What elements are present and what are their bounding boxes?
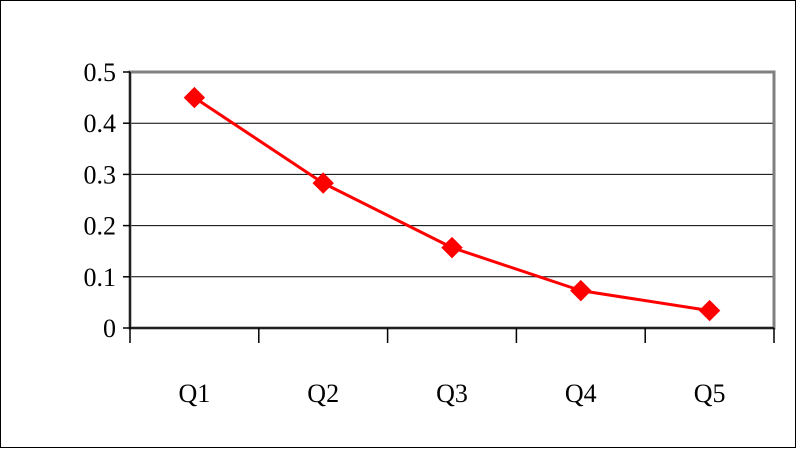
data-point: [312, 172, 334, 194]
data-point: [698, 299, 721, 322]
x-tick-label: Q4: [565, 379, 597, 408]
x-tick-label: Q2: [307, 379, 339, 408]
y-tick-label: 0.5: [84, 58, 117, 87]
plot-area: [128, 70, 776, 330]
y-tick-label: 0.2: [84, 212, 117, 241]
y-tick-label: 0.1: [84, 263, 117, 292]
data-point: [441, 236, 463, 259]
x-tick-label: Q1: [179, 379, 211, 408]
y-tick-label: 0: [103, 314, 116, 343]
data-point: [183, 86, 206, 109]
y-tick-label: 0.3: [84, 160, 117, 189]
x-tick-label: Q3: [436, 379, 468, 408]
x-tick-label: Q5: [694, 379, 726, 408]
series-line: [193, 96, 710, 313]
data-point: [570, 279, 592, 302]
y-tick-label: 0.4: [84, 109, 117, 138]
